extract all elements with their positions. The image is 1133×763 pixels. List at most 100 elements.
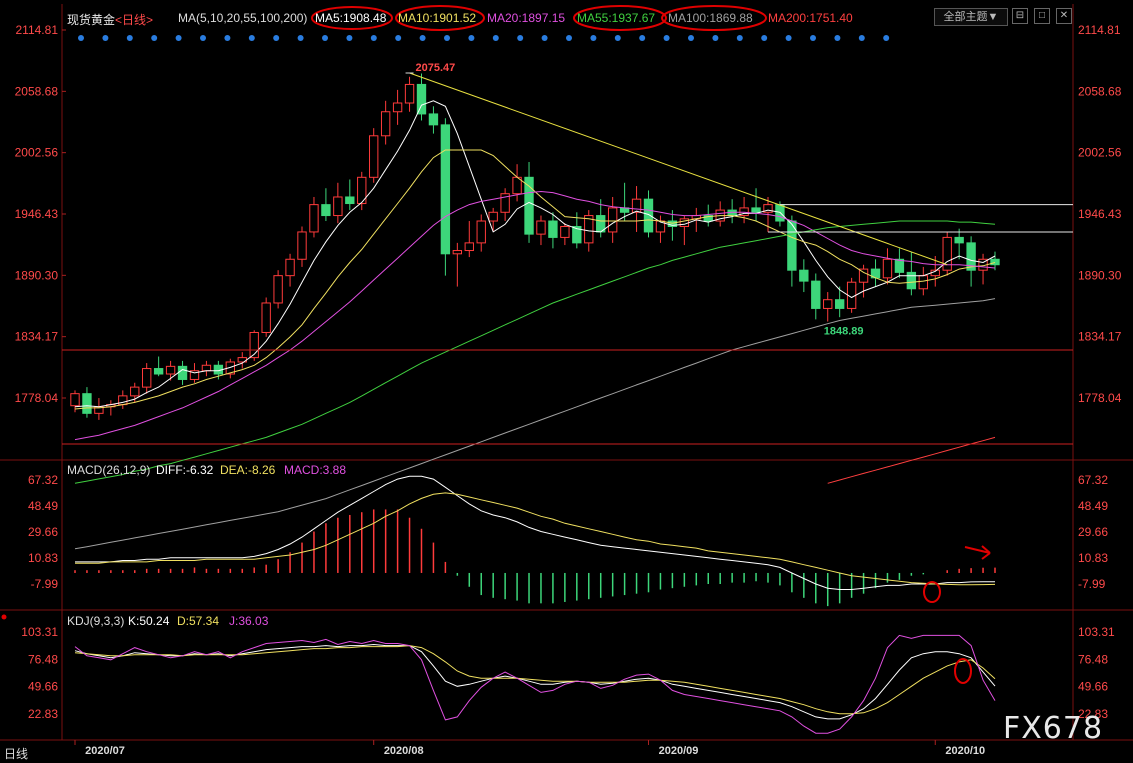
- candle-up: [357, 176, 367, 205]
- candle-down: [799, 269, 809, 282]
- macd-diff: DIFF:-6.32: [156, 463, 214, 477]
- signal-dot: [492, 35, 499, 41]
- candle-down: [82, 393, 92, 414]
- macd-tick-label-right: 29.66: [1078, 525, 1108, 539]
- signal-dot: [273, 35, 280, 41]
- candle-up: [739, 207, 749, 217]
- macd-dea: DEA:-8.26: [220, 463, 276, 477]
- kdj-k: K:50.24: [128, 614, 170, 628]
- header-highlight-circle: [395, 5, 485, 31]
- symbol-name: 现货黄金: [67, 13, 116, 27]
- y-tick-label-left: 2114.81: [16, 23, 59, 37]
- signal-dot: [200, 35, 206, 41]
- trend-lines: [62, 72, 1073, 445]
- signal-dot: [419, 35, 426, 41]
- signal-dot: [810, 35, 816, 41]
- candle-up: [273, 275, 283, 304]
- x-tick-label: 2020/08: [384, 745, 424, 757]
- candle-up: [452, 250, 463, 255]
- candle-down: [345, 196, 355, 205]
- macd-tick-label-left: -7.99: [31, 577, 59, 591]
- candle-up: [404, 83, 415, 104]
- header-highlight-circle: [661, 5, 767, 31]
- ma200-value: MA200:1751.40: [768, 11, 853, 25]
- candle-up: [560, 225, 570, 238]
- y-tick-label-right: 1834.17: [1078, 330, 1122, 344]
- y-tick-label-right: 2002.56: [1078, 146, 1122, 160]
- candle-up: [918, 275, 928, 290]
- candle-up: [942, 236, 952, 271]
- close-icon[interactable]: ✕: [1056, 8, 1072, 24]
- ma-params: MA(5,10,20,55,100,200): [178, 11, 308, 25]
- macd-tick-label-left: 67.32: [28, 473, 58, 487]
- candle-up: [70, 393, 80, 407]
- candle-up: [536, 220, 546, 235]
- candle-up: [201, 364, 212, 372]
- signal-dot: [346, 35, 353, 41]
- x-tick-label: 2020/07: [85, 745, 125, 757]
- ma-line-ma200: [827, 436, 996, 484]
- watermark-logo: FX678: [1003, 711, 1104, 746]
- kdj-tick-label-left: 22.83: [28, 707, 58, 721]
- period-tab-daily[interactable]: 日线: [4, 747, 29, 761]
- signal-dot: [688, 35, 694, 41]
- macd-params: MACD(26,12,9): [67, 463, 151, 477]
- candle-down: [990, 258, 1000, 266]
- signal-dot: [663, 35, 670, 41]
- kdj-d-line: [74, 645, 996, 715]
- minimize-icon[interactable]: ⊟: [1012, 8, 1028, 24]
- candle-up: [607, 207, 618, 233]
- annotations: 2075.47 1848.89: [1, 5, 991, 684]
- macd-cross-circle: [923, 581, 941, 603]
- signal-dot: [834, 35, 841, 41]
- signal-dot: [175, 35, 182, 41]
- candle-up: [500, 193, 510, 213]
- macd-value: MACD:3.88: [284, 463, 347, 477]
- candle-down: [572, 225, 582, 244]
- ma-line-ma55: [74, 220, 996, 484]
- kdj-tick-label-right: 103.31: [1078, 625, 1115, 639]
- period-label[interactable]: <日线>: [115, 13, 154, 27]
- candle-down: [954, 236, 964, 244]
- signal-dot: [566, 35, 572, 41]
- kdj-k-line: [74, 643, 996, 720]
- kdj-tick-label-left: 103.31: [21, 625, 58, 639]
- signal-dot: [224, 35, 231, 41]
- kdj-d: D:57.34: [177, 614, 220, 628]
- signal-dot: [151, 35, 158, 41]
- candle-up: [130, 386, 140, 397]
- y-tick-label-right: 2114.81: [1078, 23, 1121, 37]
- theme-dropdown-button[interactable]: 全部主题▼: [934, 8, 1008, 26]
- candle-down: [177, 365, 188, 380]
- y-tick-label-right: 2058.68: [1078, 84, 1122, 98]
- candle-down: [751, 207, 761, 213]
- maximize-icon[interactable]: □: [1034, 8, 1050, 24]
- ma-line-ma20: [74, 190, 996, 441]
- y-tick-label-right: 1890.30: [1078, 268, 1122, 282]
- ma55-value: MA55:1937.67: [577, 11, 656, 25]
- ma-line-ma10: [74, 149, 996, 410]
- signal-dot: [761, 35, 768, 41]
- candle-up: [225, 361, 236, 375]
- kdj-params: KDJ(9,3,3): [67, 614, 125, 628]
- candle-up: [309, 204, 319, 233]
- candle-up: [380, 111, 391, 137]
- candle-up: [165, 365, 176, 375]
- candle-panel: [70, 73, 1000, 420]
- signal-dot: [248, 35, 255, 41]
- candle-up: [369, 135, 379, 178]
- candle-down: [153, 368, 164, 375]
- signal-dot: [297, 35, 304, 41]
- low-price-label: 1848.89: [824, 326, 864, 338]
- header-highlight-circle: [573, 5, 667, 31]
- candle-down: [524, 176, 534, 235]
- signal-dot: [785, 35, 792, 41]
- macd-tick-label-right: -7.99: [1078, 577, 1106, 591]
- y-tick-label-left: 2058.68: [15, 84, 59, 98]
- candle-down: [321, 204, 331, 217]
- signal-dot: [858, 35, 865, 41]
- y-tick-label-left: 1834.17: [15, 330, 59, 344]
- candle-down: [416, 83, 427, 115]
- candle-up: [823, 299, 833, 309]
